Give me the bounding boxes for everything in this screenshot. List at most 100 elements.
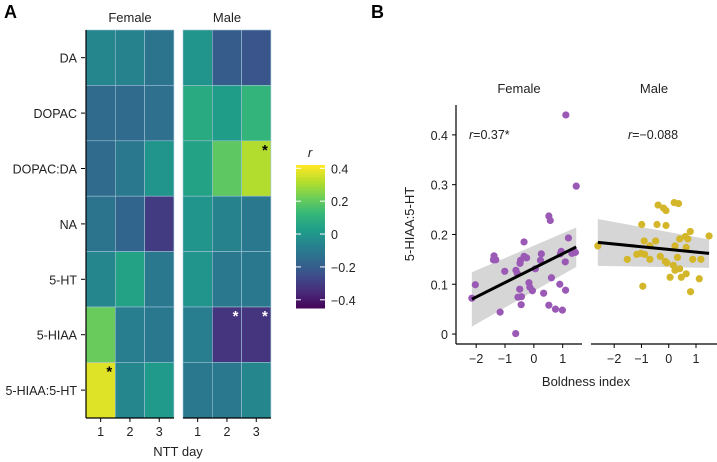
colorbar-segment <box>296 248 325 252</box>
x-tick-label: 1 <box>97 425 104 439</box>
heatmap-cell <box>212 306 242 363</box>
colorbar-segment <box>296 226 325 230</box>
colorbar-segment <box>296 269 325 273</box>
colorbar-segment <box>296 281 325 285</box>
data-point <box>528 287 537 295</box>
colorbar-segment <box>296 188 325 192</box>
data-point <box>536 256 545 264</box>
y-tick-label: 0 <box>441 328 448 342</box>
colorbar-tick-label: −0.2 <box>331 261 356 275</box>
data-point <box>695 275 703 283</box>
data-point <box>662 206 670 215</box>
data-point <box>546 216 554 225</box>
facet-label-female: Female <box>108 10 151 25</box>
row-label: 5-HIAA:5-HT <box>5 384 77 398</box>
data-point <box>656 252 664 260</box>
colorbar-segment <box>296 174 325 178</box>
data-point <box>562 111 570 119</box>
regression-line <box>597 240 710 255</box>
data-point <box>682 243 690 252</box>
data-point <box>682 270 690 278</box>
data-point <box>654 201 662 209</box>
colorbar-segment <box>296 241 325 245</box>
heatmap-cell <box>241 251 272 308</box>
y-tick-label: 0.3 <box>431 179 448 193</box>
y-tick-label: 0.2 <box>431 228 448 242</box>
facet-label-female: Female <box>497 81 540 96</box>
colorbar-segment <box>296 222 325 226</box>
heatmap-cell <box>241 140 272 197</box>
heatmap-cell <box>241 85 272 142</box>
correlation-annotation: r=−0.088 <box>628 128 678 142</box>
data-point <box>653 220 661 229</box>
x-tick-label: 2 <box>126 425 133 439</box>
row-label: 5-HT <box>49 273 77 287</box>
colorbar-segment <box>296 200 325 204</box>
facet-label-male: Male <box>640 81 668 96</box>
heatmap-cell <box>144 306 175 363</box>
x-tick-label: 0 <box>665 352 672 366</box>
colorbar-segment <box>296 243 325 247</box>
colorbar-segment <box>296 272 325 276</box>
x-tick-label: −2 <box>469 352 483 366</box>
row-label: NA <box>60 218 78 232</box>
colorbar-segment <box>296 181 325 185</box>
x-tick-label: 0 <box>530 352 537 366</box>
data-point <box>558 306 566 314</box>
x-tick-label: −1 <box>634 352 648 366</box>
heatmap-cell <box>115 251 145 308</box>
colorbar-segment <box>296 195 325 199</box>
heatmap-cell <box>144 251 175 308</box>
heatmap-cell <box>182 195 213 252</box>
colorbar-segment <box>296 274 325 278</box>
colorbar-title: r <box>308 145 313 160</box>
data-point <box>639 282 647 290</box>
colorbar-segment <box>296 250 325 254</box>
colorbar-segment <box>296 246 325 249</box>
colorbar-segment <box>296 203 325 207</box>
colorbar-segment <box>296 267 325 271</box>
colorbar-segment <box>296 253 325 257</box>
heatmap-cell <box>182 85 213 142</box>
colorbar-segment <box>296 207 325 211</box>
colorbar-segment <box>296 191 325 195</box>
data-point <box>594 242 602 250</box>
data-point <box>556 280 564 288</box>
colorbar-segment <box>296 265 325 268</box>
data-point <box>561 286 570 294</box>
x-tick-label: 3 <box>253 425 260 439</box>
data-point <box>676 235 684 243</box>
heatmap-cell <box>144 29 175 86</box>
data-point <box>638 220 646 229</box>
colorbar-segment <box>296 300 325 304</box>
panel-label-a: A <box>4 2 17 22</box>
data-point <box>537 250 545 258</box>
data-point <box>684 235 692 243</box>
data-point <box>517 293 526 301</box>
heatmap-cell <box>212 195 242 252</box>
heatmap-cell <box>85 251 116 308</box>
colorbar-segment <box>296 179 325 183</box>
colorbar-segment <box>296 205 325 209</box>
colorbar-segment <box>296 284 325 288</box>
data-point <box>689 255 697 263</box>
data-point <box>686 288 695 296</box>
colorbar-segment <box>296 186 325 190</box>
data-point <box>501 267 509 275</box>
colorbar-tick-label: 0.2 <box>331 195 348 209</box>
heatmap-cell <box>144 195 175 252</box>
heatmap-cell <box>85 195 116 252</box>
x-tick-label: 1 <box>194 425 201 439</box>
data-point <box>572 182 580 190</box>
data-point <box>489 256 498 264</box>
data-point <box>547 274 556 282</box>
correlation-annotation: r=0.37* <box>469 128 510 142</box>
colorbar-tick-label: 0.4 <box>331 162 348 176</box>
heatmap-cell <box>212 85 242 142</box>
heatmap-cell <box>144 140 175 197</box>
colorbar-segment <box>296 169 325 173</box>
row-label: DA <box>60 52 78 66</box>
heatmap-cell <box>241 195 272 252</box>
colorbar-segment <box>296 212 325 216</box>
heatmap-cell <box>85 140 116 197</box>
